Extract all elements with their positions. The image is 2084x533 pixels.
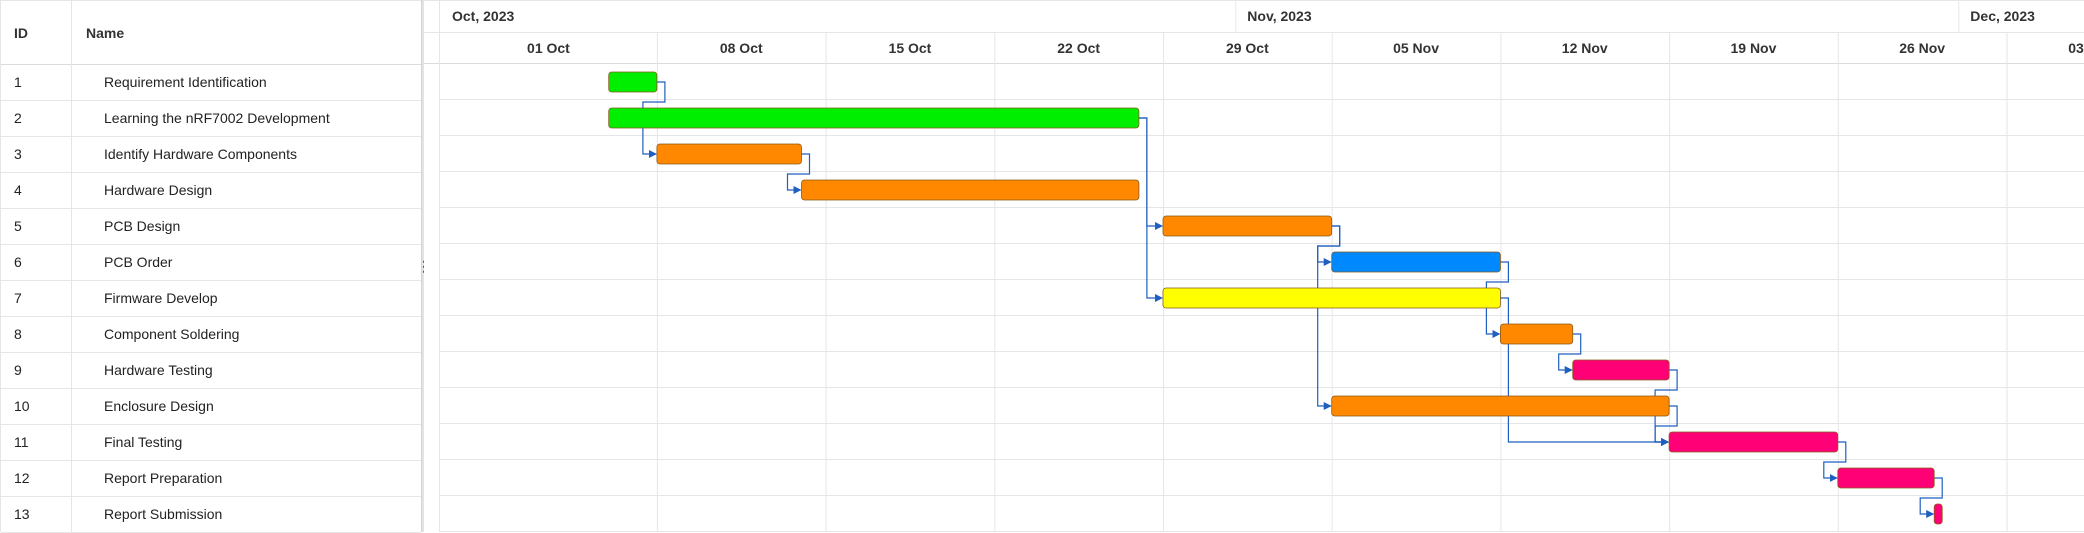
month-label: Dec, 2023 <box>1970 8 2035 24</box>
table-row[interactable]: 9 Hardware Testing <box>1 353 421 389</box>
task-bar[interactable] <box>1837 467 1935 489</box>
task-id-cell: 7 <box>1 281 72 316</box>
task-name-cell: Enclosure Design <box>104 398 214 414</box>
task-id-cell: 3 <box>1 137 72 172</box>
task-name-cell: Firmware Develop <box>104 290 218 306</box>
task-id-cell: 1 <box>1 65 72 100</box>
task-name-cell: Requirement Identification <box>104 74 267 90</box>
week-label: 29 Oct <box>1226 40 1269 56</box>
task-id-cell: 2 <box>1 101 72 136</box>
week-label: 03 Dec <box>2068 40 2084 56</box>
month-label: Nov, 2023 <box>1247 8 1312 24</box>
task-id-cell: 9 <box>1 353 72 388</box>
table-row[interactable]: 8 Component Soldering <box>1 317 421 353</box>
table-row[interactable]: 4 Hardware Design <box>1 173 421 209</box>
grid-chart-splitter[interactable] <box>421 0 424 532</box>
table-row[interactable]: 12 Report Preparation <box>1 461 421 497</box>
dependency-connector <box>1485 261 1509 338</box>
dependency-connector <box>1138 117 1163 302</box>
task-bar[interactable] <box>1162 215 1333 237</box>
timeline-chart: 01 Oct 08 Oct 15 Oct 22 Oct 29 Oct 05 Nov 12 N… <box>424 0 2084 532</box>
task-id-cell: 8 <box>1 317 72 352</box>
task-id-cell: 13 <box>1 497 72 532</box>
table-row[interactable]: 2 Learning the nRF7002 Development <box>1 101 421 137</box>
task-id-cell: 11 <box>1 425 72 460</box>
task-bar[interactable] <box>1572 359 1670 381</box>
task-bar[interactable] <box>608 71 658 93</box>
task-bar[interactable] <box>1500 323 1574 345</box>
week-label: 12 Nov <box>1562 40 1608 56</box>
week-label: 15 Oct <box>889 40 932 56</box>
task-id-cell: 12 <box>1 461 72 496</box>
table-row[interactable]: 3 Identify Hardware Components <box>1 137 421 173</box>
week-label: 22 Oct <box>1057 40 1100 56</box>
table-row[interactable]: 7 Firmware Develop <box>1 281 421 317</box>
task-bar[interactable] <box>1331 251 1501 273</box>
task-bar[interactable] <box>1162 287 1501 309</box>
task-id-cell: 4 <box>1 173 72 208</box>
week-label: 05 Nov <box>1393 40 1439 56</box>
table-row[interactable]: 5 PCB Design <box>1 209 421 245</box>
task-bar[interactable] <box>1331 395 1670 417</box>
table-row[interactable]: 6 PCB Order <box>1 245 421 281</box>
dependency-connector <box>642 81 666 158</box>
table-row[interactable]: 10 Enclosure Design <box>1 389 421 425</box>
grid-header: ID Name <box>1 1 421 65</box>
task-bar[interactable] <box>656 143 802 165</box>
task-bar[interactable] <box>1668 431 1839 453</box>
week-label: 19 Nov <box>1730 40 1776 56</box>
task-id-cell: 5 <box>1 209 72 244</box>
task-name-cell: Hardware Design <box>104 182 213 198</box>
dependency-connector <box>1919 477 1943 518</box>
dependency-connector <box>1654 405 1678 446</box>
table-row[interactable]: 13 Report Submission <box>1 497 421 533</box>
week-label: 01 Oct <box>527 40 570 56</box>
table-row[interactable]: 1 Requirement Identification <box>1 65 421 101</box>
task-name-cell: Final Testing <box>104 434 183 450</box>
task-id-cell: 10 <box>1 389 72 424</box>
dependency-connector <box>786 153 811 194</box>
task-id-cell: 6 <box>1 245 72 280</box>
task-bar[interactable] <box>801 179 1140 201</box>
table-row[interactable]: 11 Final Testing <box>1 425 421 461</box>
task-name-cell: Hardware Testing <box>104 362 213 378</box>
week-label: 26 Nov <box>1899 40 1945 56</box>
task-bar[interactable] <box>608 107 1140 129</box>
task-name-cell: Report Preparation <box>104 470 223 486</box>
task-name-cell: PCB Design <box>104 218 181 234</box>
column-header-id[interactable]: ID <box>1 1 72 65</box>
dependency-connector <box>1500 297 1670 446</box>
task-name-cell: PCB Order <box>104 254 173 270</box>
dependency-connector <box>1558 333 1582 374</box>
dependency-connector <box>1317 225 1341 410</box>
month-label: Oct, 2023 <box>452 8 514 24</box>
timeline-svg: 01 Oct 08 Oct 15 Oct 22 Oct 29 Oct 05 Nov 12 N… <box>424 0 2084 532</box>
task-name-cell: Report Submission <box>104 506 223 522</box>
task-grid: ID Name 1 Requirement Identification 2 Lear… <box>0 0 421 533</box>
task-name-cell: Identify Hardware Components <box>104 146 297 162</box>
week-label: 08 Oct <box>720 40 763 56</box>
task-name-cell: Learning the nRF7002 Development <box>104 110 330 126</box>
task-bar[interactable] <box>1933 503 1943 525</box>
column-header-name[interactable]: Name <box>86 25 125 41</box>
dependency-connector <box>1823 441 1847 482</box>
task-name-cell: Component Soldering <box>104 326 240 342</box>
